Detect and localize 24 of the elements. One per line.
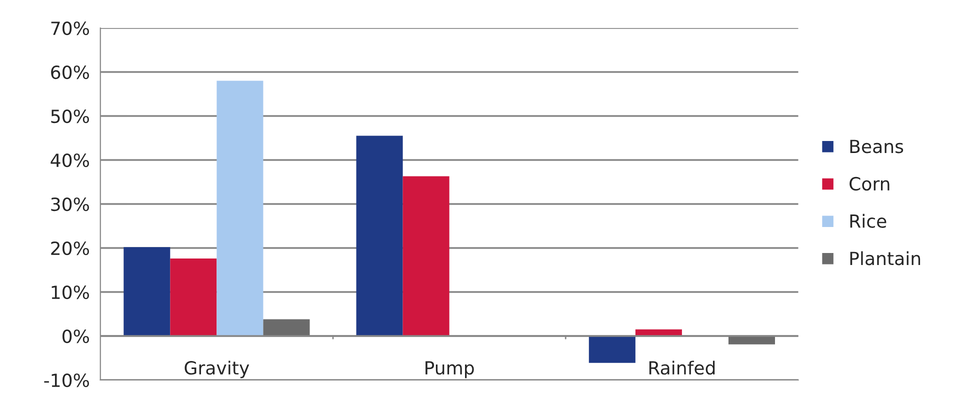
legend-label: Beans xyxy=(850,140,904,154)
bar xyxy=(216,80,264,336)
y-tick-label: 60% xyxy=(51,65,89,80)
legend-label: Plantain xyxy=(850,251,920,266)
y-tick-label: -10% xyxy=(44,373,89,388)
x-tick-label: Rainfed xyxy=(649,360,715,375)
y-tick-label: 70% xyxy=(51,21,89,36)
y-tick-label: 10% xyxy=(52,285,89,300)
bar xyxy=(356,136,403,336)
y-tick-label: 0% xyxy=(62,329,89,344)
legend-label: Corn xyxy=(850,176,890,191)
bar xyxy=(170,258,217,336)
y-tick-label: 40% xyxy=(50,153,89,168)
y-tick-label: 30% xyxy=(51,197,89,212)
y-tick-label: 20% xyxy=(51,241,89,256)
x-tick-label: Pump xyxy=(426,361,474,378)
bar xyxy=(124,247,170,336)
bar xyxy=(588,336,636,363)
bar xyxy=(402,176,450,336)
legend-label: Rice xyxy=(850,214,886,228)
x-tick-label: Gravity xyxy=(184,360,250,378)
bar xyxy=(728,336,775,344)
y-tick-label: 50% xyxy=(51,109,89,124)
bar xyxy=(263,319,310,336)
